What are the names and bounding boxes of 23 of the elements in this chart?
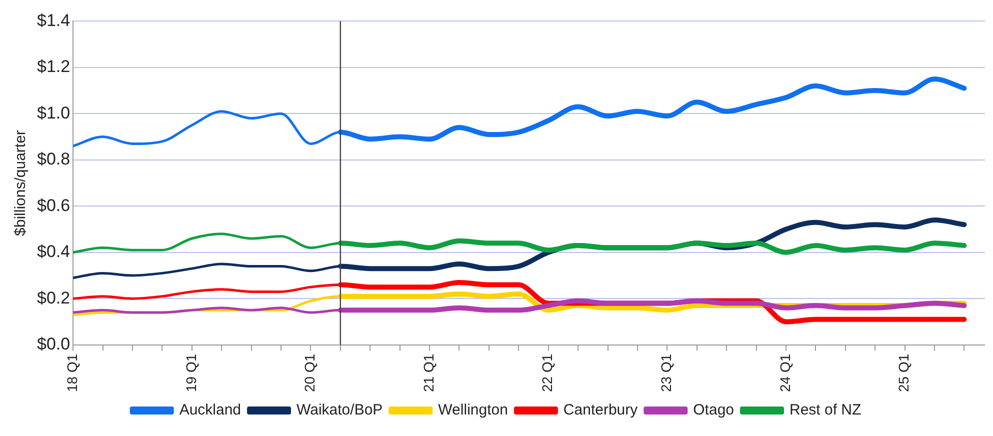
y-tick-label: $1.4 [36, 10, 70, 30]
legend-label: Canterbury [563, 402, 638, 419]
x-tick-label: 24 Q1 [776, 354, 793, 392]
legend-label: Rest of NZ [790, 402, 862, 419]
y-tick-label: $0.8 [36, 150, 70, 169]
legend-label: Waikato/BoP [296, 402, 383, 419]
x-tick-label: 19 Q1 [182, 354, 199, 392]
legend-label: Wellington [438, 402, 508, 419]
y-tick-label: $0.6 [36, 196, 70, 215]
x-tick-label: 20 Q1 [302, 354, 318, 392]
legend-label: Otago [693, 402, 734, 419]
x-tick-label: 22 Q1 [539, 354, 556, 392]
legend-label: Auckland [179, 402, 242, 419]
y-tick-label: $0.0 [36, 334, 70, 354]
x-tick-label: 21 Q1 [420, 354, 436, 392]
y-axis-title: $billions/quarter [12, 130, 30, 236]
y-tick-label: $1.2 [36, 57, 70, 76]
x-tick-label: 18 Q1 [64, 354, 80, 392]
y-tick-label: $0.2 [36, 288, 70, 308]
y-tick-label: $1.0 [36, 103, 70, 122]
x-tick-label: 23 Q1 [658, 354, 674, 392]
y-tick-label: $0.4 [36, 242, 70, 262]
x-tick-label: 25 Q1 [896, 354, 912, 392]
